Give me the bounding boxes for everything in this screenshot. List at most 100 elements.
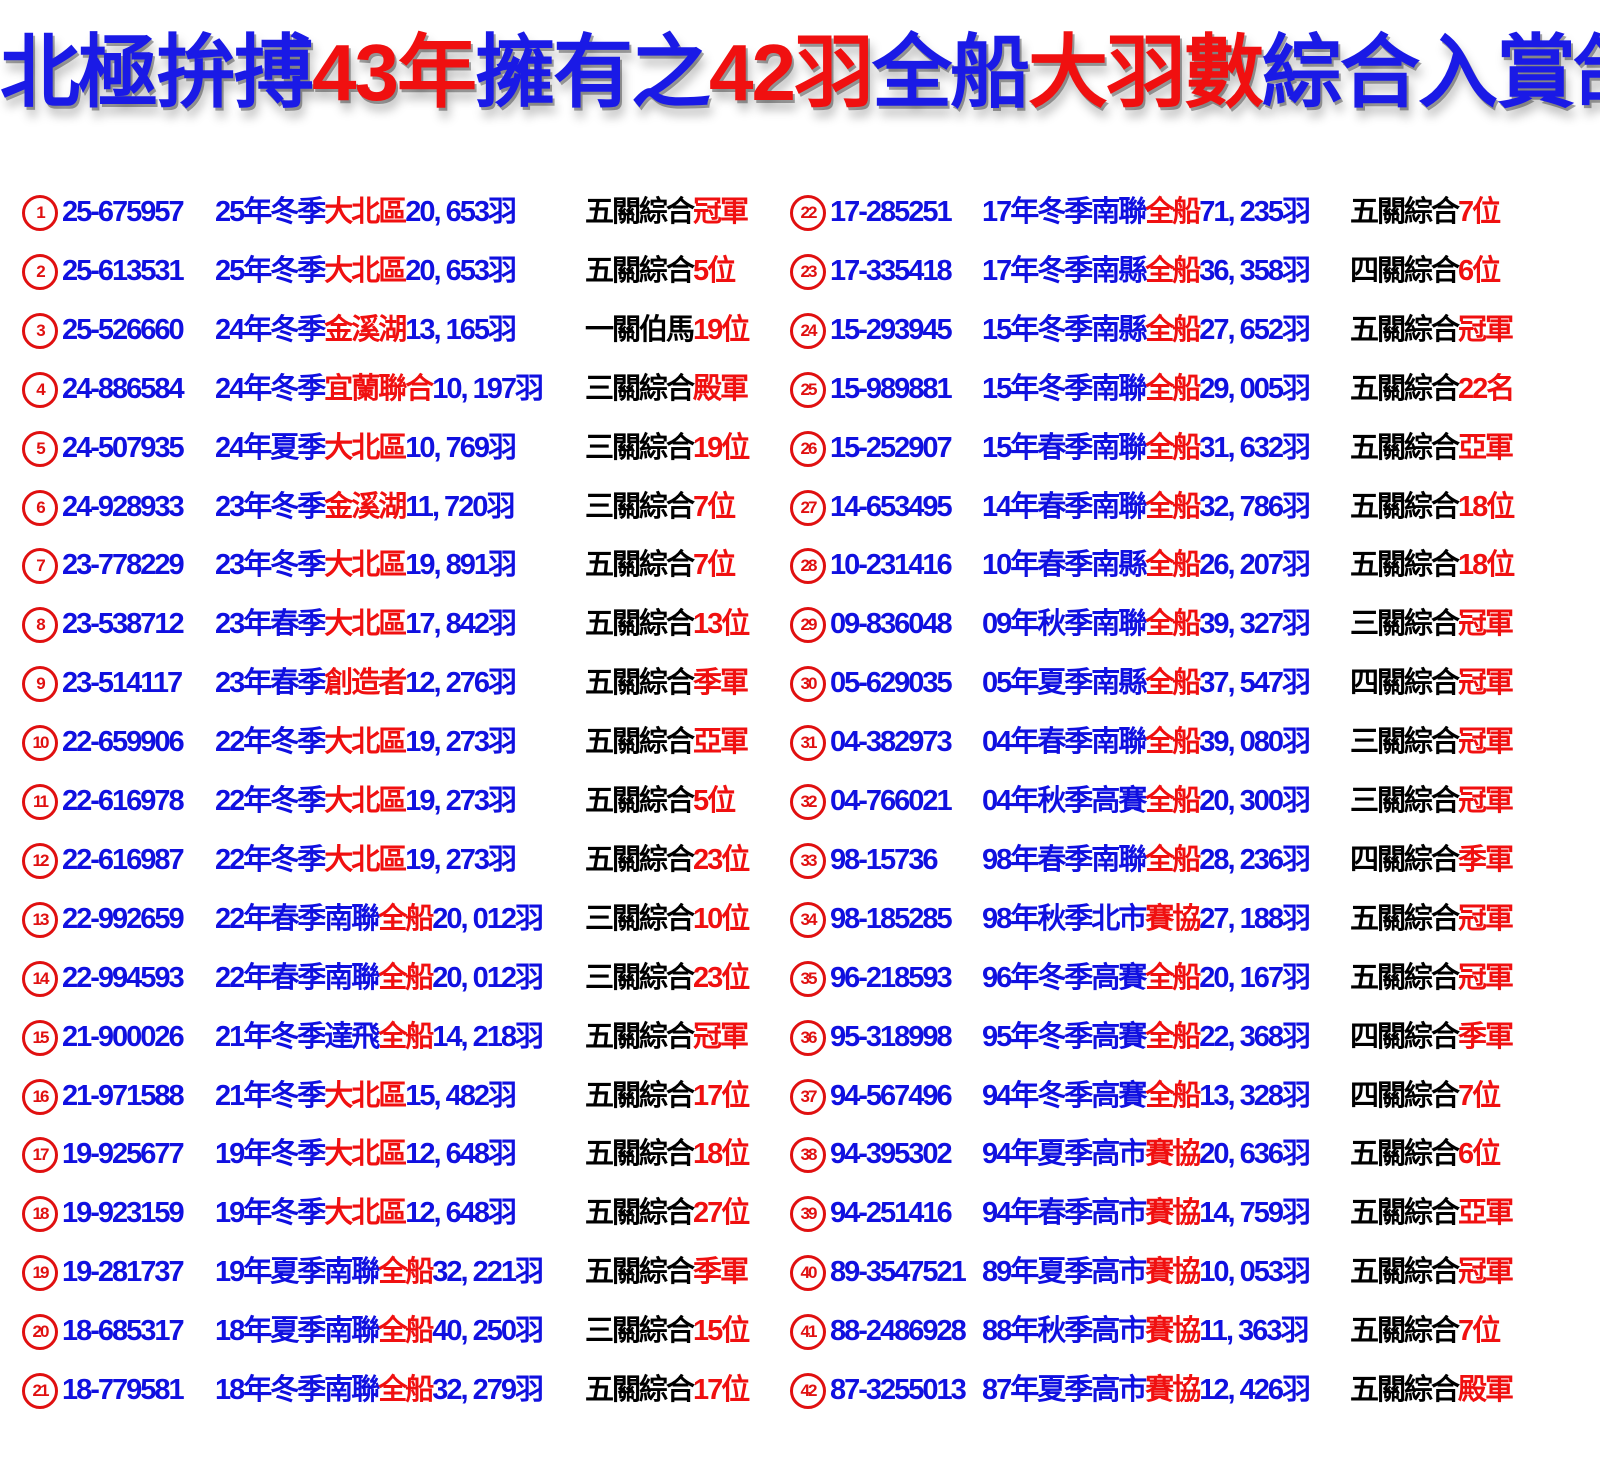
number-badge: 24 — [790, 312, 826, 349]
race-info: 23年冬季金溪湖11, 720羽 — [215, 479, 515, 535]
race-info: 24年夏季大北區10, 769羽 — [215, 420, 517, 476]
award-row: 42 87-3255013 87年夏季高市賽協12, 426羽 五關綜合殿軍 — [0, 1362, 1600, 1418]
entry-count: 29, 005羽 — [1199, 372, 1311, 405]
placement: 冠軍 — [1458, 313, 1514, 346]
race-name: 五關綜合 — [585, 196, 695, 228]
race-type: 五關綜合冠軍 — [1350, 891, 1514, 947]
award-row: 6 24-928933 23年冬季金溪湖11, 720羽 三關綜合7位 — [0, 479, 1600, 535]
number-badge: 40 — [790, 1255, 826, 1292]
organization: 大北區 — [324, 843, 407, 876]
season: 94年夏季高市 — [982, 1138, 1147, 1171]
race-name: 五關綜合 — [1350, 490, 1460, 523]
placement: 17位 — [693, 1079, 750, 1112]
number-badge: 36 — [790, 1019, 826, 1056]
placement: 7位 — [693, 549, 736, 582]
race-type: 五關綜合6位 — [1350, 1126, 1501, 1182]
pigeon-ring-id: 23-538712 — [62, 608, 185, 641]
season: 22年冬季 — [215, 785, 326, 817]
race-type: 五關綜合冠軍 — [585, 184, 749, 240]
season: 24年冬季 — [215, 372, 326, 405]
pigeon-ring-id: 87-3255013 — [830, 1374, 967, 1406]
placement: 19位 — [693, 313, 750, 346]
race-info: 24年冬季金溪湖13, 165羽 — [215, 302, 517, 358]
number-badge: 9 — [22, 666, 58, 703]
organization: 全船 — [1145, 608, 1201, 641]
organization: 全船 — [1145, 726, 1201, 759]
race-name: 五關綜合 — [585, 1079, 695, 1112]
organization: 全船 — [1145, 785, 1201, 817]
award-row: 5 24-507935 24年夏季大北區10, 769羽 三關綜合19位 — [0, 420, 1600, 476]
pigeon-ring-id: 25-613531 — [62, 254, 185, 287]
placement: 18位 — [693, 1138, 750, 1171]
race-info: 10年春季南縣全船26, 207羽 — [982, 537, 1311, 593]
organization: 金溪湖 — [324, 313, 407, 346]
season: 23年冬季 — [215, 549, 326, 582]
entry-count: 20, 012羽 — [432, 961, 544, 994]
race-type: 五關綜合冠軍 — [1350, 950, 1514, 1006]
race-info: 17年冬季南縣全船36, 358羽 — [982, 243, 1311, 299]
race-type: 三關綜合殿軍 — [585, 361, 749, 417]
award-row: 28 10-231416 10年春季南縣全船26, 207羽 五關綜合18位 — [0, 537, 1600, 593]
placement: 23位 — [693, 843, 750, 876]
number-badge: 29 — [790, 607, 826, 644]
race-name: 五關綜合 — [1350, 1256, 1460, 1289]
race-info: 23年春季創造者12, 276羽 — [215, 655, 517, 711]
organization: 賽協 — [1145, 1138, 1201, 1171]
entry-count: 31, 632羽 — [1199, 431, 1311, 464]
pigeon-ring-id: 21-900026 — [62, 1020, 185, 1053]
race-type: 五關綜合5位 — [585, 243, 736, 299]
race-info: 04年秋季高賽全船20, 300羽 — [982, 773, 1311, 829]
title-part: 大羽數 — [1027, 28, 1264, 117]
award-row: 41 88-2486928 88年秋季高市賽協11, 363羽 五關綜合7位 — [0, 1303, 1600, 1359]
race-info: 21年冬季達飛全船14, 218羽 — [215, 1009, 544, 1065]
placement: 季軍 — [1458, 1020, 1514, 1053]
entry-count: 13, 328羽 — [1199, 1079, 1311, 1112]
entry-count: 19, 273羽 — [405, 726, 517, 759]
race-name: 五關綜合 — [585, 1256, 695, 1289]
award-row: 36 95-318998 95年冬季高賽全船22, 368羽 四關綜合季軍 — [0, 1009, 1600, 1065]
entry-count: 27, 652羽 — [1199, 313, 1311, 346]
pigeon-ring-id: 23-778229 — [62, 549, 185, 582]
entry-count: 36, 358羽 — [1199, 254, 1311, 287]
award-row: 22 17-285251 17年冬季南聯全船71, 235羽 五關綜合7位 — [0, 184, 1600, 240]
pigeon-ring-id: 95-318998 — [830, 1020, 953, 1053]
season: 19年冬季 — [215, 1197, 326, 1230]
season: 94年冬季高賽 — [982, 1079, 1147, 1112]
race-type: 四關綜合季軍 — [1350, 1009, 1514, 1065]
placement: 季軍 — [693, 667, 749, 700]
race-type: 五關綜合18位 — [585, 1126, 750, 1182]
race-info: 15年春季南聯全船31, 632羽 — [982, 420, 1311, 476]
placement: 6位 — [1458, 254, 1501, 287]
race-type: 三關綜合23位 — [585, 950, 750, 1006]
race-type: 五關綜合13位 — [585, 596, 750, 652]
race-name: 四關綜合 — [1350, 1020, 1460, 1053]
number-badge: 33 — [790, 842, 826, 879]
race-info: 22年冬季大北區19, 273羽 — [215, 714, 517, 770]
race-name: 五關綜合 — [585, 608, 695, 641]
pigeon-ring-id: 14-653495 — [830, 490, 953, 523]
page-title: 北極拚搏43年擁有之42羽全船大羽數綜合入賞鴿 — [0, 8, 1600, 138]
organization: 賽協 — [1145, 1374, 1201, 1406]
entry-count: 12, 276羽 — [405, 667, 517, 700]
race-info: 22年冬季大北區19, 273羽 — [215, 773, 517, 829]
pigeon-ring-id: 24-928933 — [62, 490, 185, 523]
number-badge: 32 — [790, 784, 826, 820]
organization: 大北區 — [324, 726, 407, 759]
organization: 全船 — [1145, 372, 1201, 405]
entry-count: 20, 636羽 — [1199, 1138, 1311, 1171]
organization: 賽協 — [1145, 902, 1201, 935]
placement: 7位 — [1458, 1079, 1501, 1112]
award-row: 1 25-675957 25年冬季大北區20, 653羽 五關綜合冠軍 — [0, 184, 1600, 240]
entry-count: 10, 197羽 — [432, 372, 544, 405]
entry-count: 12, 426羽 — [1199, 1374, 1311, 1406]
number-badge: 19 — [22, 1255, 58, 1292]
race-name: 三關綜合 — [1350, 608, 1460, 641]
race-type: 三關綜合15位 — [585, 1303, 750, 1359]
race-name: 五關綜合 — [1350, 961, 1460, 994]
race-info: 09年秋季南聯全船39, 327羽 — [982, 596, 1311, 652]
organization: 賽協 — [1145, 1197, 1201, 1230]
race-name: 五關綜合 — [585, 843, 695, 876]
race-info: 17年冬季南聯全船71, 235羽 — [982, 184, 1311, 240]
number-badge: 2 — [22, 253, 58, 290]
race-info: 19年夏季南聯全船32, 221羽 — [215, 1244, 544, 1300]
